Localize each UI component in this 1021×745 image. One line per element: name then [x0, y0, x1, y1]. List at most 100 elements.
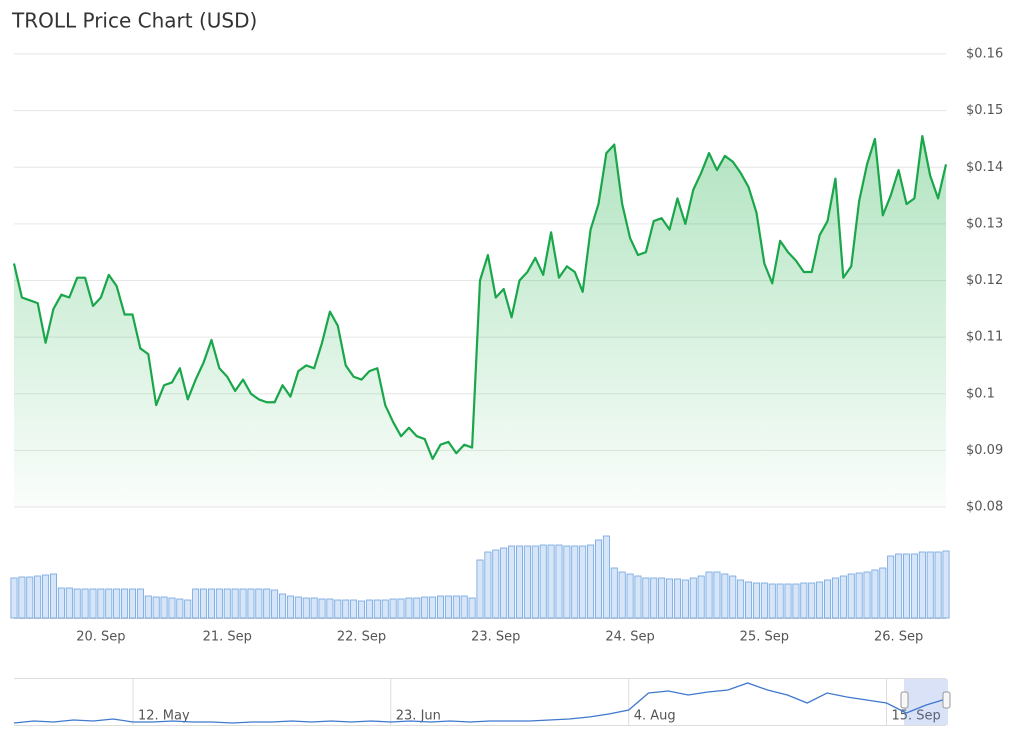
volume-bar — [918, 551, 926, 619]
volume-bar — [476, 559, 484, 619]
volume-bar — [152, 596, 160, 619]
volume-bar — [855, 572, 863, 619]
volume-bar — [397, 598, 405, 619]
volume-bar — [302, 597, 310, 619]
volume-bar — [563, 545, 571, 619]
volume-bar — [942, 550, 950, 619]
volume-bar — [673, 578, 681, 619]
volume-bar — [610, 567, 618, 619]
volume-bar — [745, 581, 753, 619]
volume-bar — [515, 545, 523, 619]
volume-bar — [903, 553, 911, 619]
volume-bar — [579, 545, 587, 619]
volume-bar — [49, 573, 57, 619]
volume-bar — [437, 595, 445, 619]
y-tick-label: $0.16 — [966, 47, 1003, 62]
volume-bar — [705, 571, 713, 619]
volume-bar — [808, 582, 816, 619]
navigator-handle[interactable] — [900, 691, 909, 709]
volume-bar — [926, 551, 934, 619]
volume-bar — [618, 571, 626, 619]
volume-bar — [839, 575, 847, 619]
volume-bar — [681, 579, 689, 619]
volume-bar — [713, 571, 721, 619]
volume-bar — [42, 574, 50, 619]
volume-bar — [650, 577, 658, 619]
volume-bar — [784, 583, 792, 619]
volume-bar — [492, 549, 500, 619]
volume-bar — [934, 551, 942, 619]
y-tick-label: $0.11 — [966, 330, 1003, 345]
volume-bar — [279, 593, 287, 619]
volume-bar — [824, 579, 832, 619]
volume-bar — [508, 545, 516, 619]
volume-bar — [65, 587, 73, 619]
volume-bar — [168, 597, 176, 619]
volume-bar — [389, 598, 397, 619]
volume-bar — [223, 588, 231, 619]
volume-bar — [816, 581, 824, 619]
navigator-label: 12. May — [138, 709, 190, 724]
volume-bar — [318, 598, 326, 619]
volume-bar — [97, 588, 105, 619]
navigator-handle[interactable] — [942, 691, 951, 709]
volume-bar — [255, 588, 263, 619]
volume-bar — [286, 595, 294, 619]
y-tick-label: $0.15 — [966, 103, 1003, 118]
volume-bar — [500, 547, 508, 619]
y-tick-label: $0.14 — [966, 160, 1003, 175]
volume-bar — [626, 573, 634, 619]
volume-bar — [176, 598, 184, 619]
volume-bar — [121, 588, 129, 619]
volume-bar — [34, 575, 42, 619]
volume-bar — [113, 588, 121, 619]
x-tick-label: 20. Sep — [76, 630, 125, 645]
volume-bar — [231, 588, 239, 619]
volume-bar — [263, 588, 271, 619]
volume-bar — [381, 599, 389, 619]
volume-bar — [895, 553, 903, 619]
volume-bar — [57, 587, 65, 619]
volume-bar — [555, 544, 563, 619]
volume-bar — [429, 596, 437, 619]
volume-bar — [239, 588, 247, 619]
volume-bar — [144, 595, 152, 619]
volume-bar — [879, 567, 887, 619]
volume-bar — [887, 555, 895, 619]
volume-bar — [642, 577, 650, 619]
volume-bar — [294, 596, 302, 619]
volume-bar — [26, 576, 34, 619]
volume-bar — [547, 544, 555, 619]
volume-bar — [737, 579, 745, 619]
volume-bar — [326, 598, 334, 619]
x-tick-label: 23. Sep — [471, 630, 520, 645]
volume-bar — [136, 588, 144, 619]
volume-bar — [373, 599, 381, 619]
volume-bar — [523, 545, 531, 619]
volume-bar — [468, 597, 476, 619]
volume-bar — [184, 599, 192, 619]
volume-bar — [484, 551, 492, 619]
volume-bar — [792, 583, 800, 619]
chart-title: TROLL Price Chart (USD) — [11, 9, 257, 33]
volume-bar — [697, 575, 705, 619]
volume-bar — [215, 588, 223, 619]
volume-bar — [358, 600, 366, 619]
y-tick-label: $0.08 — [966, 500, 1003, 515]
volume-bar — [334, 599, 342, 619]
volume-bar — [444, 595, 452, 619]
price-area — [14, 136, 946, 508]
volume-bar — [910, 553, 918, 619]
volume-bar — [207, 588, 215, 619]
volume-bar — [539, 544, 547, 619]
volume-bar — [10, 577, 18, 619]
volume-bar — [634, 575, 642, 619]
volume-bar — [128, 588, 136, 619]
volume-bar — [594, 539, 602, 619]
volume-bar — [658, 577, 666, 619]
volume-bar — [160, 596, 168, 619]
volume-bar — [81, 588, 89, 619]
volume-bar — [460, 595, 468, 619]
volume-bar — [666, 578, 674, 619]
volume-bar — [689, 577, 697, 619]
